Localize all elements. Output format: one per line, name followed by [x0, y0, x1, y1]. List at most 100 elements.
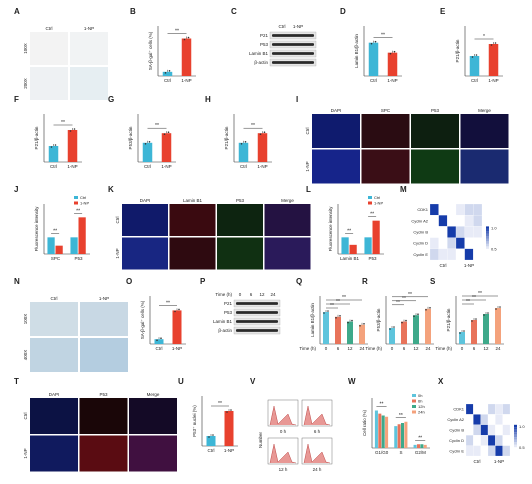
panel-letter-I: I — [296, 95, 298, 104]
x-tick-label: 24 — [359, 346, 365, 351]
histogram-trace — [269, 443, 297, 464]
data-point — [263, 131, 266, 133]
y-axis-label: P21/β-actin — [446, 308, 451, 331]
image-row-label: Ctrl — [115, 217, 120, 224]
significance-mark: ** — [53, 228, 57, 234]
protein-band — [272, 43, 314, 46]
bar-D-1 — [387, 52, 398, 76]
significance-mark: ** — [381, 33, 385, 39]
bar-J-1-0 — [70, 237, 78, 254]
micrograph-image — [79, 398, 128, 434]
bar-U-1 — [224, 411, 234, 446]
colorbar-segment — [514, 437, 517, 440]
data-point — [475, 54, 478, 56]
heatmap-cell — [473, 248, 483, 261]
image-row-label: 400X — [23, 350, 28, 361]
bar-S-3 — [495, 308, 501, 344]
data-point — [459, 332, 461, 334]
image-row-label: Ctrl — [305, 128, 310, 135]
colorbar-segment — [486, 248, 489, 252]
x-tick-label: P53 — [74, 256, 83, 261]
heatmap-cell — [429, 226, 439, 238]
heatmap-cell — [455, 215, 465, 227]
micrograph-image — [264, 237, 311, 270]
significance-mark: ** — [175, 29, 179, 35]
heatmap-cell — [473, 445, 481, 457]
heatmap-cell — [473, 237, 483, 249]
data-point — [417, 313, 419, 316]
micrograph-image — [80, 302, 128, 336]
data-point — [160, 337, 162, 340]
colorbar-segment — [486, 233, 489, 237]
x-tick-label: S — [399, 450, 402, 455]
image-column-label: P53 — [99, 392, 108, 397]
heatmap-cell — [455, 203, 465, 216]
x-tick-label: 12 — [347, 346, 353, 351]
data-point — [164, 72, 167, 74]
heatmap-cell — [465, 424, 474, 436]
significance-mark: ** — [396, 300, 400, 306]
image-column-label: Merge — [281, 198, 294, 203]
data-point — [226, 411, 228, 413]
colorbar-segment — [514, 434, 517, 438]
x-axis-label: Time (h) — [435, 346, 452, 351]
data-point — [401, 321, 403, 324]
y-axis-label: Fluorescence intensity — [328, 206, 333, 252]
data-point — [413, 315, 415, 318]
x-tick-label: Ctrl — [240, 164, 247, 169]
y-axis-label: Number — [258, 432, 263, 449]
data-point — [487, 312, 489, 314]
legend-label: 24h — [418, 410, 425, 415]
micrograph-image — [169, 204, 216, 236]
heatmap-row-label: Cyclin A2 — [447, 417, 464, 422]
x-tick-label: G2/M — [415, 450, 426, 455]
micrograph-image — [30, 435, 78, 472]
panel-letter-G: G — [108, 95, 114, 104]
y-axis-label: Fluorescence intensity — [34, 206, 39, 252]
heatmap-row-label: Cyclin E — [449, 448, 464, 453]
legend-swatch — [412, 405, 416, 408]
colorbar-segment — [486, 238, 489, 242]
panel-letter-U: U — [178, 377, 184, 386]
band-label: P53 — [260, 42, 269, 47]
legend-swatch — [368, 201, 372, 205]
heatmap-cell — [464, 248, 474, 261]
bar-W-2-3 — [423, 444, 427, 448]
heatmap-group-label: Ctrl — [474, 459, 481, 464]
micrograph-image — [30, 32, 68, 65]
heatmap-cell — [480, 424, 489, 436]
heatmap-cell — [438, 248, 448, 261]
significance-mark: ** — [330, 303, 334, 309]
data-point — [54, 144, 57, 146]
panel-letter-C: C — [231, 7, 237, 16]
bar-W-0-1 — [378, 413, 382, 448]
heatmap-cell — [438, 237, 448, 249]
micrograph-image — [79, 435, 128, 472]
band-label: β-actin — [218, 328, 232, 333]
panel-letter-T: T — [14, 377, 19, 386]
heatmap-cell — [473, 414, 481, 425]
significance-mark: ** — [76, 208, 80, 214]
protein-band — [272, 61, 314, 64]
protein-band — [236, 302, 278, 305]
micrograph-image — [411, 149, 459, 184]
data-point — [389, 52, 392, 55]
data-point — [183, 38, 186, 41]
blot-time-value: 0 — [239, 292, 242, 297]
data-point — [259, 133, 262, 135]
bar-F-1 — [67, 130, 78, 162]
bar-W-1-1 — [397, 424, 401, 448]
colorbar-segment — [514, 439, 517, 443]
protein-band — [236, 311, 278, 314]
panel-letter-L: L — [306, 185, 311, 194]
bar-J-0-0 — [47, 237, 55, 254]
micrograph-image — [460, 114, 509, 148]
data-point — [499, 306, 501, 308]
micrograph-image — [122, 204, 168, 236]
legend-label: 12h — [418, 404, 425, 409]
heatmap-cell — [473, 424, 481, 436]
bar-G-0 — [142, 142, 153, 162]
x-tick-label: G1/G0 — [375, 450, 389, 455]
heatmap-cell — [495, 424, 503, 436]
